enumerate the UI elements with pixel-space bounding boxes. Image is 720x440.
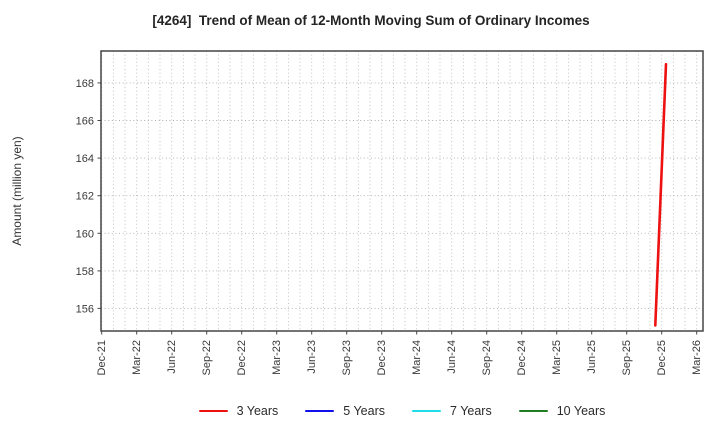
legend-item: 5 Years bbox=[305, 404, 385, 418]
legend-label: 3 Years bbox=[236, 404, 279, 418]
x-tick-label: Dec-21 bbox=[96, 340, 108, 375]
x-tick-label: Jun-22 bbox=[166, 340, 178, 374]
legend-item: 7 Years bbox=[412, 404, 492, 418]
legend-swatch bbox=[198, 409, 228, 413]
x-tick-label: Mar-26 bbox=[691, 340, 703, 375]
plot-area: Dec-21 Mar-22 Jun-22 Sep-22 Dec-22 Mar-23 Jun-… bbox=[76, 50, 704, 375]
y-tick-label: 166 bbox=[76, 116, 94, 128]
legend-swatch bbox=[518, 409, 548, 413]
legend-label: 7 Years bbox=[450, 404, 492, 418]
legend-item: 3 Years bbox=[198, 404, 279, 418]
legend-label: 10 Years bbox=[556, 404, 606, 418]
x-tick-label: Mar-25 bbox=[551, 340, 563, 375]
y-tick-label: 160 bbox=[76, 228, 94, 240]
x-tick-label: Mar-24 bbox=[411, 340, 423, 375]
y-axis-title: Amount (million yen) bbox=[10, 136, 24, 246]
x-tick-label: Dec-23 bbox=[376, 340, 388, 375]
legend-label: 5 Years bbox=[343, 404, 386, 418]
x-tick-label: Mar-22 bbox=[131, 340, 143, 375]
y-tick-label: 162 bbox=[76, 191, 94, 203]
legend: 3 Years 5 Years 7 Years 10 Years bbox=[101, 401, 703, 421]
y-tick-label: 168 bbox=[76, 78, 94, 90]
y-tick-label: 164 bbox=[76, 153, 94, 165]
x-tick-label: Dec-22 bbox=[236, 340, 248, 375]
chart-title: [4264] Trend of Mean of 12-Month Moving … bbox=[152, 13, 590, 28]
x-tick-label: Sep-22 bbox=[201, 340, 213, 375]
legend-swatch bbox=[305, 409, 335, 413]
x-tick-label: Dec-24 bbox=[516, 340, 528, 375]
x-tick-label: Dec-25 bbox=[656, 340, 668, 375]
legend-swatch bbox=[412, 409, 442, 413]
x-tick-label: Jun-24 bbox=[446, 340, 458, 374]
x-tick-label: Mar-23 bbox=[271, 340, 283, 375]
x-tick-label: Sep-23 bbox=[341, 340, 353, 375]
x-tick-label: Sep-25 bbox=[621, 340, 633, 375]
plot-border bbox=[100, 50, 704, 332]
x-tick-label: Jun-25 bbox=[586, 340, 598, 374]
legend-item: 10 Years bbox=[518, 404, 606, 418]
x-tick-label: Jun-23 bbox=[306, 340, 318, 374]
series-line-3-years bbox=[653, 62, 668, 327]
y-tick-label: 158 bbox=[76, 266, 94, 278]
x-tick-label: Sep-24 bbox=[481, 340, 493, 375]
y-tick-label: 156 bbox=[76, 303, 94, 315]
